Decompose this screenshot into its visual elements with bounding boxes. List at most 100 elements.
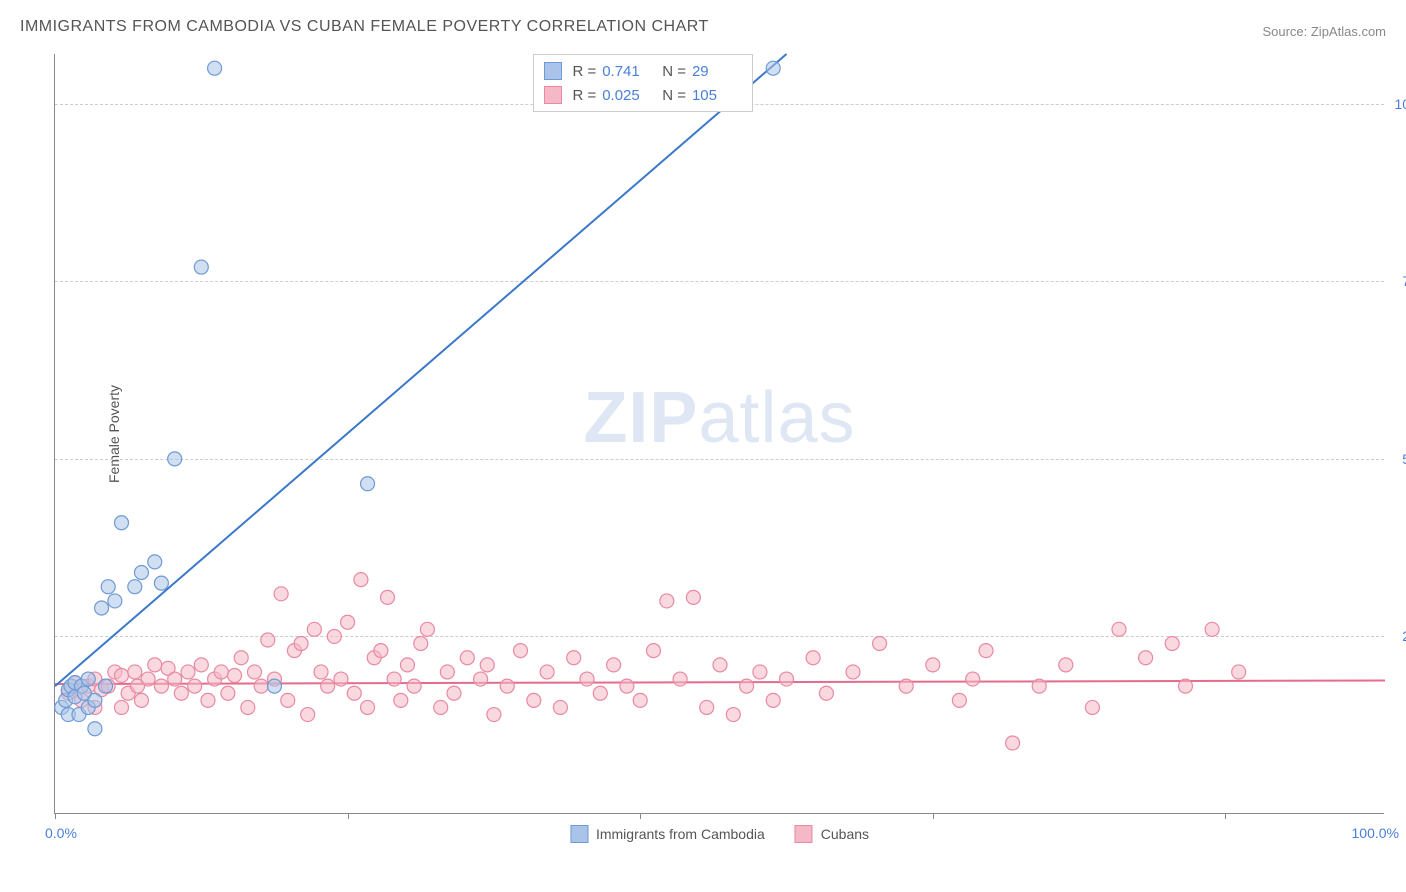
data-point — [979, 644, 993, 658]
data-point — [474, 672, 488, 686]
data-point — [1205, 622, 1219, 636]
data-point — [440, 665, 454, 679]
data-point — [726, 708, 740, 722]
data-point — [254, 679, 268, 693]
data-point — [414, 637, 428, 651]
data-point — [766, 693, 780, 707]
data-point — [314, 665, 328, 679]
data-point — [99, 679, 113, 693]
data-point — [115, 700, 129, 714]
x-tick — [640, 813, 641, 819]
data-point — [321, 679, 335, 693]
data-point — [620, 679, 634, 693]
data-point — [553, 700, 567, 714]
n-label: N = — [662, 63, 686, 80]
data-point — [294, 637, 308, 651]
r-value: 0.025 — [602, 87, 652, 104]
data-point — [141, 672, 155, 686]
data-point — [228, 668, 242, 682]
n-label: N = — [662, 87, 686, 104]
plot-area: Female Poverty ZIPatlas 25.0%50.0%75.0%1… — [54, 54, 1384, 814]
data-point — [154, 576, 168, 590]
legend-swatch — [544, 62, 562, 80]
data-point — [374, 644, 388, 658]
data-point — [174, 686, 188, 700]
data-point — [673, 672, 687, 686]
correlation-legend: R =0.741N =29R =0.025N =105 — [533, 54, 753, 112]
data-point — [400, 658, 414, 672]
data-point — [480, 658, 494, 672]
y-tick-label: 75.0% — [1402, 273, 1406, 289]
data-point — [966, 672, 980, 686]
data-point — [633, 693, 647, 707]
data-point — [567, 651, 581, 665]
data-point — [593, 686, 607, 700]
data-point — [740, 679, 754, 693]
data-point — [1232, 665, 1246, 679]
data-point — [307, 622, 321, 636]
data-point — [168, 672, 182, 686]
data-point — [201, 693, 215, 707]
data-point — [108, 594, 122, 608]
data-point — [241, 700, 255, 714]
data-point — [387, 672, 401, 686]
data-point — [361, 477, 375, 491]
data-point — [81, 672, 95, 686]
data-point — [101, 580, 115, 594]
data-point — [128, 665, 142, 679]
data-point — [899, 679, 913, 693]
x-tick — [55, 813, 56, 819]
data-point — [115, 516, 129, 530]
data-point — [487, 708, 501, 722]
data-point — [354, 573, 368, 587]
data-point — [88, 693, 102, 707]
data-point — [420, 622, 434, 636]
data-point — [500, 679, 514, 693]
data-point — [713, 658, 727, 672]
chart-svg — [55, 54, 1384, 813]
data-point — [407, 679, 421, 693]
x-tick — [933, 813, 934, 819]
data-point — [261, 633, 275, 647]
data-point — [527, 693, 541, 707]
trend-line — [55, 54, 787, 686]
data-point — [115, 668, 129, 682]
legend-item: Cubans — [795, 825, 869, 843]
r-label: R = — [572, 63, 596, 80]
data-point — [434, 700, 448, 714]
data-point — [267, 679, 281, 693]
data-point — [88, 722, 102, 736]
data-point — [95, 601, 109, 615]
data-point — [1085, 700, 1099, 714]
legend-swatch — [570, 825, 588, 843]
data-point — [281, 693, 295, 707]
legend-label: Cubans — [821, 826, 869, 842]
y-tick-label: 50.0% — [1402, 451, 1406, 467]
data-point — [234, 651, 248, 665]
data-point — [806, 651, 820, 665]
legend-item: Immigrants from Cambodia — [570, 825, 765, 843]
chart-title: IMMIGRANTS FROM CAMBODIA VS CUBAN FEMALE… — [20, 18, 709, 36]
n-value: 105 — [692, 87, 742, 104]
data-point — [168, 452, 182, 466]
x-tick — [348, 813, 349, 819]
data-point — [926, 658, 940, 672]
data-point — [780, 672, 794, 686]
data-point — [607, 658, 621, 672]
n-value: 29 — [692, 63, 742, 80]
data-point — [194, 658, 208, 672]
data-point — [181, 665, 195, 679]
y-tick-label: 100.0% — [1395, 96, 1406, 112]
series-legend: Immigrants from Cambodia Cubans — [570, 825, 869, 843]
data-point — [447, 686, 461, 700]
data-point — [248, 665, 262, 679]
data-point — [221, 686, 235, 700]
data-point — [873, 637, 887, 651]
data-point — [846, 665, 860, 679]
data-point — [1006, 736, 1020, 750]
data-point — [580, 672, 594, 686]
data-point — [514, 644, 528, 658]
r-label: R = — [572, 87, 596, 104]
data-point — [686, 590, 700, 604]
data-point — [347, 686, 361, 700]
